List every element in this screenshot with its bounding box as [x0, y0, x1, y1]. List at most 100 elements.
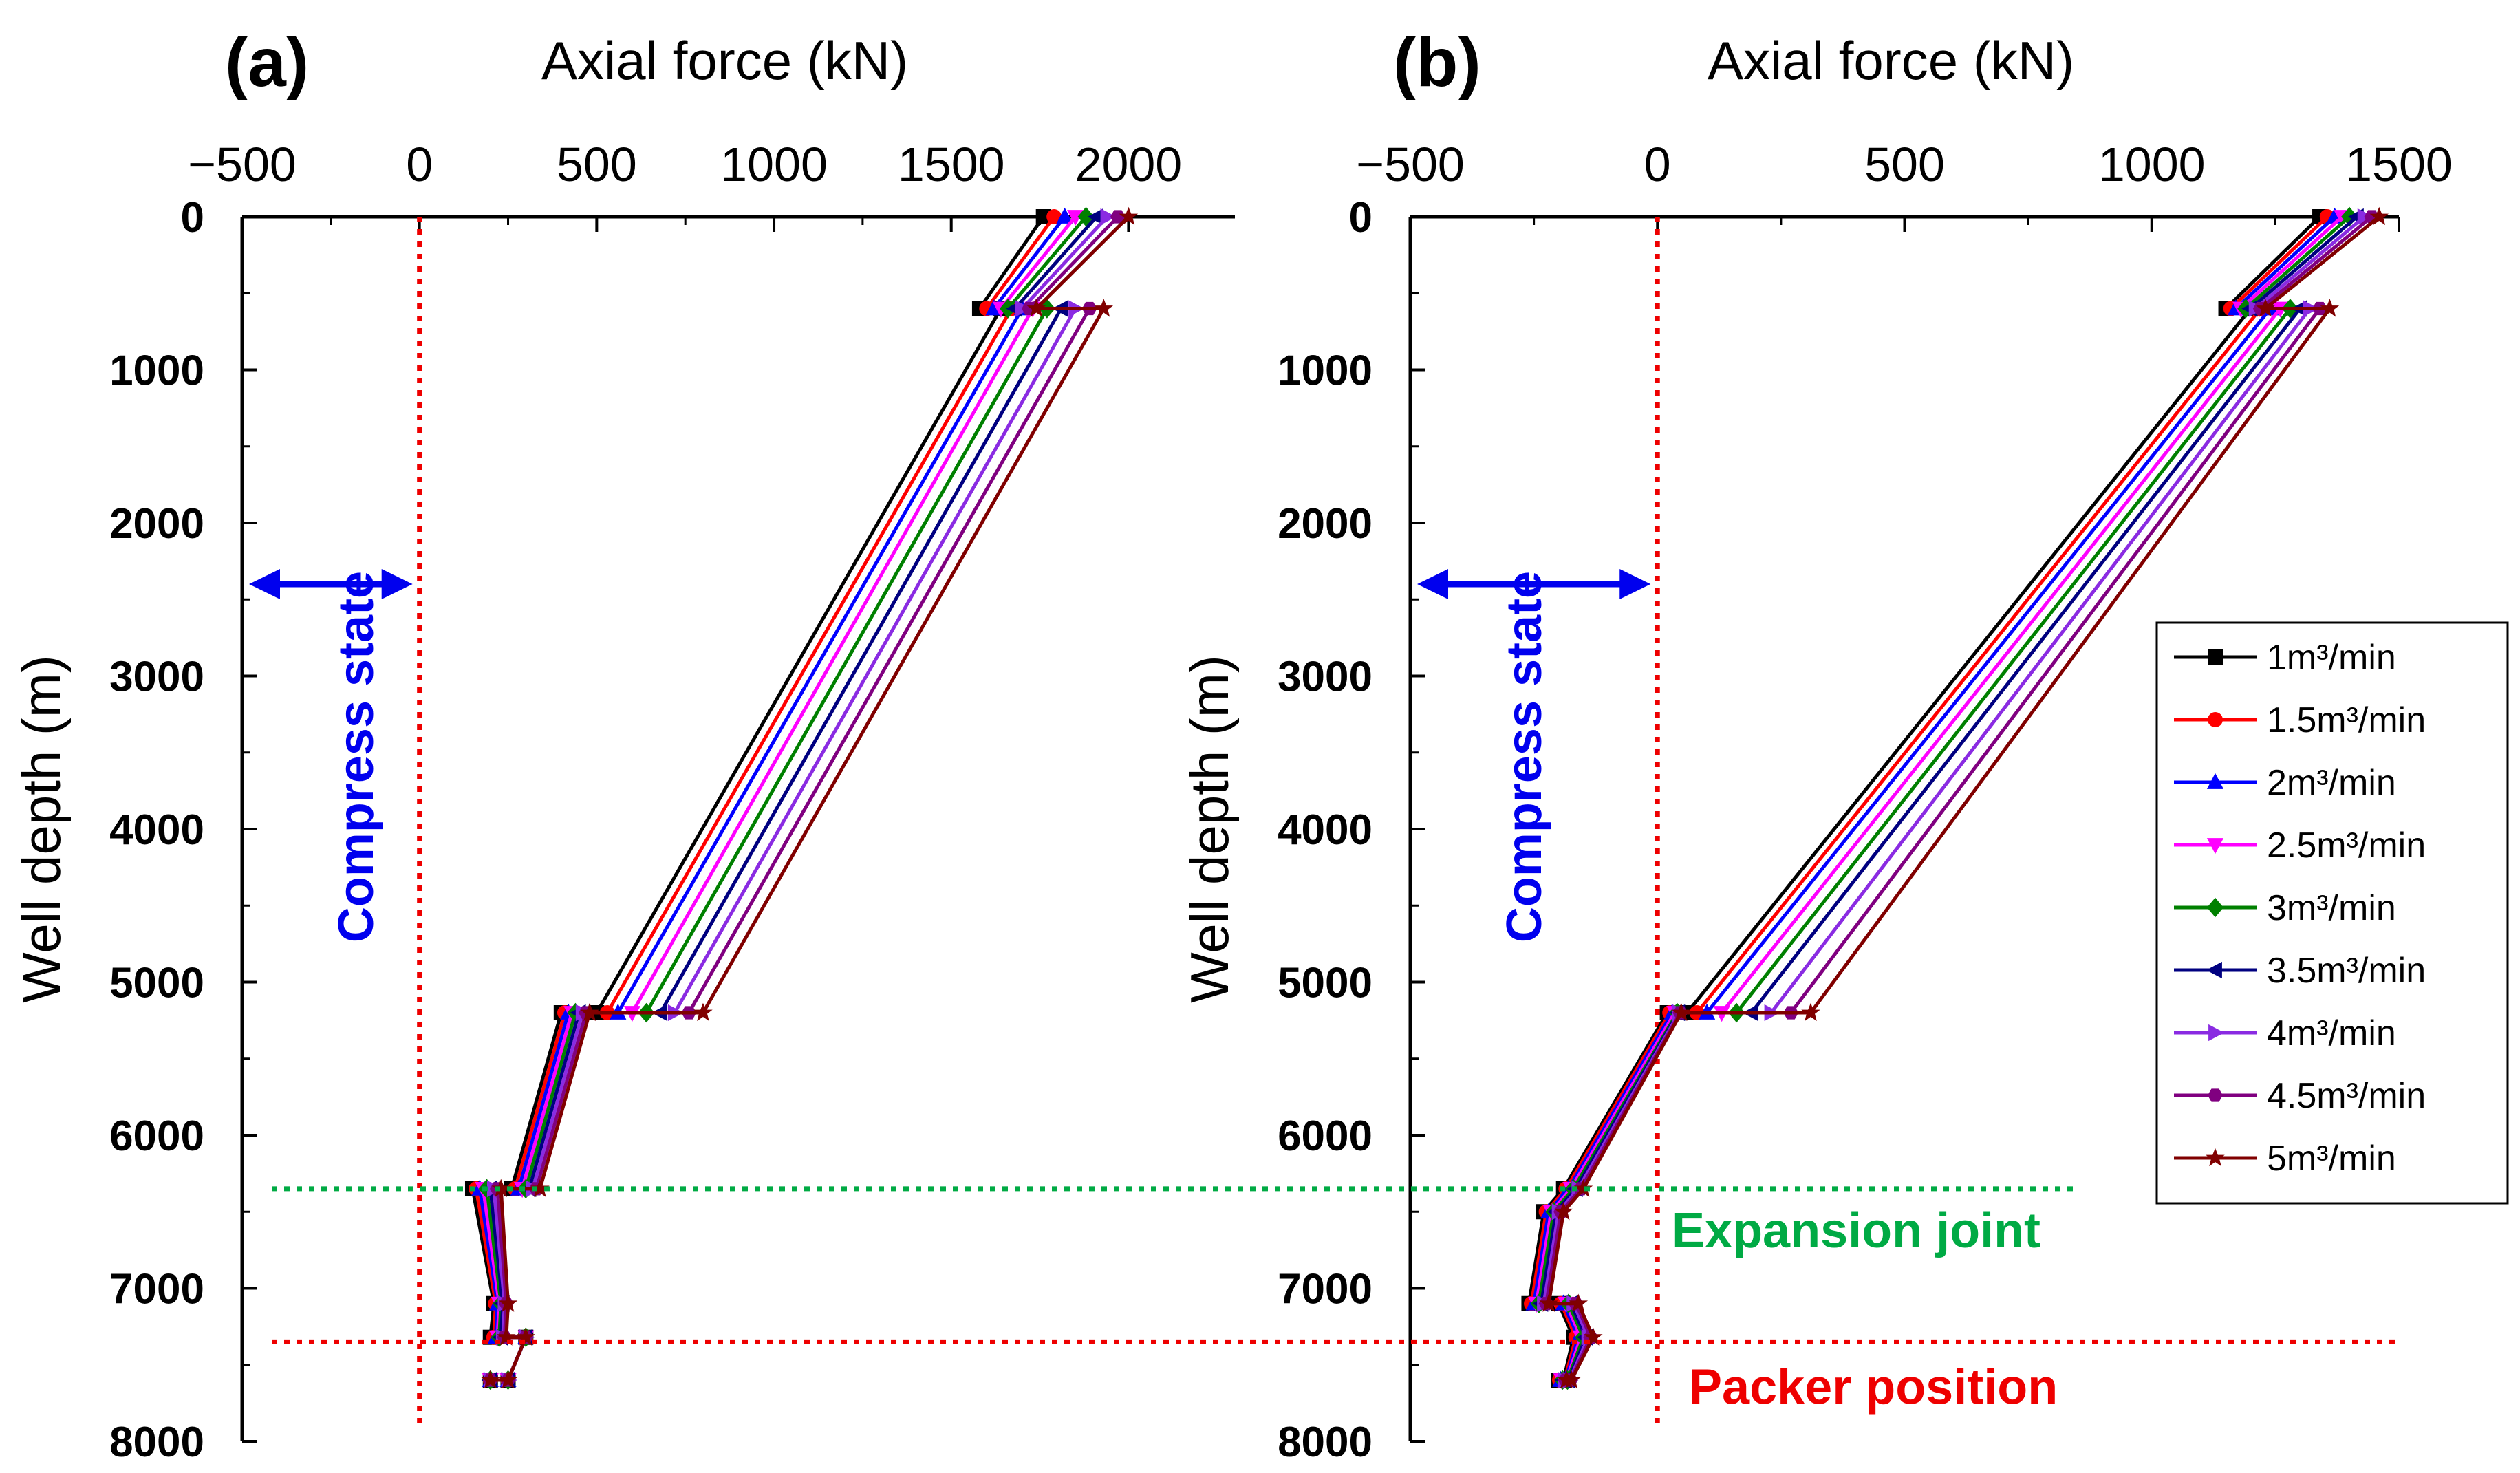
panel-a: (a) Axial force (kN)Well depth (m)−500 0 50…: [11, 24, 1235, 1466]
x-tick-label: 0: [406, 138, 433, 191]
y-tick-label: 4000: [109, 806, 204, 854]
data-point: [2208, 1088, 2223, 1102]
data-point: [1569, 1293, 1589, 1312]
y-tick-label: 8000: [109, 1419, 204, 1466]
data-point: [2208, 712, 2223, 727]
data-point: [693, 1002, 713, 1022]
data-point: [2206, 897, 2224, 918]
y-tick-label: 2000: [109, 500, 204, 548]
data-point: [1119, 206, 1139, 226]
data-point: [580, 1002, 599, 1022]
data-point: [498, 1370, 518, 1389]
legend-item-label: 4m³/min: [2267, 1013, 2396, 1053]
series-line: [474, 215, 1056, 1382]
series-line: [484, 215, 1088, 1382]
data-point: [1035, 209, 1051, 224]
data-point: [1056, 207, 1073, 224]
data-point: [2208, 649, 2223, 665]
data-point: [1087, 208, 1103, 226]
x-tick-label: −500: [188, 138, 297, 191]
data-point: [1026, 299, 1046, 317]
series-line: [490, 215, 1119, 1382]
annotation-overlay: Expansion joint Packer position: [272, 1186, 2399, 1415]
legend-item-label: 3.5m³/min: [2267, 951, 2426, 991]
data-point: [2206, 838, 2224, 854]
compress-state-label: Compress state: [1497, 571, 1552, 943]
y-tick-label: 7000: [109, 1266, 204, 1313]
data-point: [2208, 1024, 2225, 1042]
panel-b: (b) Axial force (kN)Well depth (m)−500 0 50…: [1179, 24, 2509, 1466]
data-point: [1100, 208, 1117, 226]
y-tick-label: 7000: [1278, 1266, 1372, 1313]
y-tick-label: 1000: [1278, 347, 1372, 395]
data-point: [1671, 1002, 1691, 1022]
y-axis-title: Well depth (m): [11, 655, 72, 1003]
x-tick-label: 500: [557, 138, 637, 191]
panel-label: (a): [225, 24, 309, 101]
data-point: [1046, 209, 1062, 224]
arrow-head-right: [381, 569, 413, 599]
expansion-joint-label: Expansion joint: [1672, 1203, 2040, 1258]
legend-item-label: 1m³/min: [2267, 638, 2396, 678]
x-tick-label: 1500: [898, 138, 1005, 191]
legend-item-label: 1.5m³/min: [2267, 700, 2426, 740]
series-line: [488, 215, 1098, 1382]
data-point: [1573, 1179, 1593, 1197]
y-tick-label: 8000: [1278, 1419, 1372, 1466]
arrow-head-left: [249, 569, 280, 599]
panel-label: (b): [1393, 24, 1481, 101]
data-point: [2320, 299, 2340, 317]
x-tick-label: 500: [1864, 138, 1945, 191]
data-point: [498, 1293, 518, 1312]
x-tick-label: 1000: [2098, 138, 2206, 191]
data-point: [530, 1179, 550, 1197]
x-tick-label: 1500: [2345, 138, 2453, 191]
x-tick-label: 0: [1644, 138, 1671, 191]
data-point: [1801, 1002, 1820, 1022]
x-tick-label: 1000: [720, 138, 828, 191]
x-axis-title: Axial force (kN): [1708, 30, 2074, 91]
y-tick-label: 6000: [109, 1112, 204, 1160]
y-tick-label: 6000: [1278, 1112, 1372, 1160]
x-tick-label: 2000: [1075, 138, 1183, 191]
packer-position-label: Packer position: [1689, 1359, 2058, 1415]
data-point: [2369, 206, 2389, 226]
y-tick-label: 1000: [109, 347, 204, 395]
legend-item-label: 4.5m³/min: [2267, 1076, 2426, 1116]
data-point: [1557, 1370, 1576, 1389]
y-tick-label: 5000: [1278, 960, 1372, 1007]
y-tick-label: 3000: [1278, 654, 1372, 701]
series-line: [481, 215, 1077, 1382]
y-tick-label: 0: [1349, 194, 1372, 241]
y-tick-label: 2000: [1278, 500, 1372, 548]
legend-item-label: 5m³/min: [2267, 1139, 2396, 1179]
compress-state-label: Compress state: [329, 571, 384, 943]
y-axis-title: Well depth (m): [1179, 655, 1240, 1003]
series-line: [470, 215, 1045, 1382]
data-point: [2206, 961, 2222, 979]
x-tick-label: −500: [1356, 138, 1465, 191]
data-point: [481, 1370, 500, 1389]
arrow-head-right: [1619, 569, 1651, 599]
series-line: [477, 215, 1066, 1382]
x-axis-title: Axial force (kN): [541, 30, 908, 91]
data-point: [2206, 1148, 2225, 1167]
data-point: [1110, 210, 1126, 224]
legend-item-label: 2.5m³/min: [2267, 826, 2426, 865]
data-point: [1539, 1293, 1558, 1312]
legend-item-label: 2m³/min: [2267, 763, 2396, 803]
y-tick-label: 5000: [109, 960, 204, 1007]
series-line: [1547, 215, 2380, 1382]
y-tick-label: 3000: [109, 654, 204, 701]
data-point: [1066, 210, 1084, 226]
y-tick-label: 0: [181, 194, 204, 241]
data-point: [491, 1179, 510, 1197]
data-point: [1553, 1201, 1573, 1221]
data-point: [2256, 299, 2275, 317]
arrow-head-left: [1417, 569, 1448, 599]
legend-item-label: 3m³/min: [2267, 888, 2396, 928]
data-point: [2206, 773, 2224, 789]
data-point: [1094, 299, 1114, 317]
y-tick-label: 4000: [1278, 806, 1372, 854]
